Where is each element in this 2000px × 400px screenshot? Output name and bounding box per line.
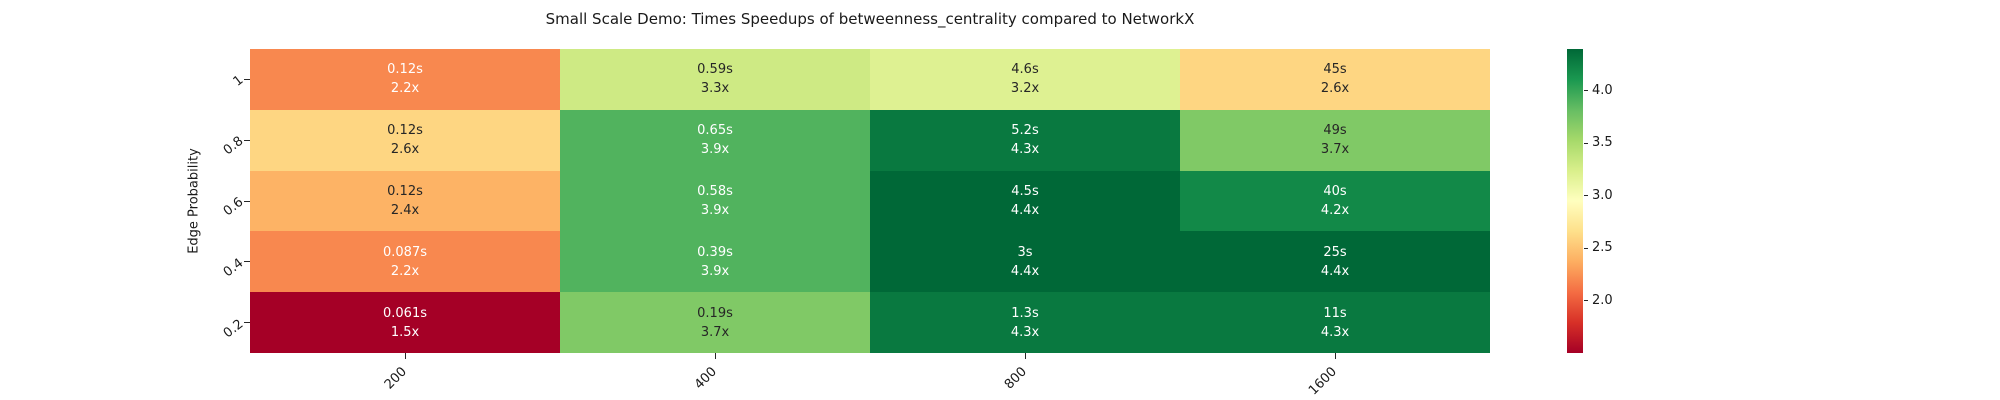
cell-time-label: 0.59s [697, 62, 733, 78]
tick-mark [244, 200, 250, 202]
heatmap-cell: 0.19s 3.7x [560, 292, 870, 353]
colorbar-gradient [1567, 49, 1583, 353]
tick-mark [404, 353, 406, 359]
colorbar-tick-label: 2.0 [1592, 292, 1613, 308]
tick-mark [244, 261, 250, 263]
heatmap-cell: 0.58s 3.9x [560, 170, 870, 232]
cell-time-label: 11s [1323, 305, 1347, 321]
colorbar-tick-label: 3.0 [1592, 187, 1613, 203]
x-tick-label: 200 [381, 364, 410, 393]
y-tick-label: 0.2 [220, 316, 247, 341]
x-tick-label: 400 [691, 364, 720, 393]
tick-mark [714, 353, 716, 359]
tick-mark [244, 322, 250, 324]
cell-time-label: 40s [1323, 183, 1347, 199]
heatmap-cell: 45s 2.6x [1180, 49, 1490, 110]
cell-speedup-label: 3.9x [700, 142, 730, 158]
cell-speedup-label: 3.7x [700, 324, 730, 340]
tick-mark [1584, 247, 1588, 249]
cell-speedup-label: 2.2x [390, 81, 420, 97]
cell-speedup-label: 3.3x [700, 81, 730, 97]
heatmap-cell: 0.12s 2.6x [250, 109, 560, 171]
cell-speedup-label: 2.6x [1320, 81, 1350, 97]
cell-time-label: 0.39s [697, 244, 733, 260]
cell-speedup-label: 3.7x [1320, 142, 1350, 158]
cell-time-label: 0.12s [387, 62, 423, 78]
heatmap-cell: 0.12s 2.2x [250, 49, 560, 110]
heatmap-cell: 25s 4.4x [1180, 231, 1490, 293]
cell-speedup-label: 4.4x [1010, 263, 1040, 279]
heatmap-cell: 0.59s 3.3x [560, 49, 870, 110]
cell-speedup-label: 2.2x [390, 263, 420, 279]
heatmap-cell: 0.65s 3.9x [560, 109, 870, 171]
tick-mark [1334, 353, 1336, 359]
heatmap-cell: 4.6s 3.2x [870, 49, 1180, 110]
cell-time-label: 0.19s [697, 305, 733, 321]
chart-title: Small Scale Demo: Times Speedups of betw… [545, 10, 1195, 28]
cell-time-label: 5.2s [1011, 123, 1039, 139]
heatmap-cell: 11s 4.3x [1180, 292, 1490, 353]
tick-mark [244, 139, 250, 141]
heatmap-cell: 0.061s 1.5x [250, 292, 560, 353]
cell-time-label: 0.12s [387, 123, 423, 139]
heatmap-cell: 40s 4.2x [1180, 170, 1490, 232]
tick-mark [1024, 353, 1026, 359]
tick-mark [1584, 300, 1588, 302]
tick-mark [1584, 90, 1588, 92]
y-tick-label: 0.4 [220, 255, 247, 281]
heatmap-cell: 0.087s 2.2x [250, 231, 560, 293]
heatmap-cell: 4.5s 4.4x [870, 170, 1180, 232]
cell-speedup-label: 4.3x [1320, 324, 1350, 340]
heatmap-cell: 0.12s 2.4x [250, 170, 560, 232]
cell-speedup-label: 3.9x [700, 202, 730, 218]
heatmap-cell: 5.2s 4.3x [870, 109, 1180, 171]
tick-mark [1584, 195, 1588, 197]
y-tick-label: 1 [230, 73, 247, 91]
heatmap-cell: 0.39s 3.9x [560, 231, 870, 293]
cell-speedup-label: 2.6x [390, 142, 420, 158]
heatmap-grid: 0.12s 2.2x 0.59s 3.3x 4.6s 3.2x 45s 2.6x 0.12s 2.… [250, 49, 1490, 353]
x-tick-label: 1600 [1305, 364, 1340, 399]
tick-mark [1584, 142, 1588, 144]
cell-speedup-label: 4.4x [1320, 263, 1350, 279]
cell-time-label: 25s [1323, 244, 1347, 260]
cell-speedup-label: 4.3x [1010, 324, 1040, 340]
colorbar-tick-label: 3.5 [1592, 135, 1613, 151]
heatmap-cell: 3s 4.4x [870, 231, 1180, 293]
cell-time-label: 4.6s [1011, 62, 1039, 78]
cell-time-label: 4.5s [1011, 183, 1039, 199]
cell-speedup-label: 2.4x [390, 202, 420, 218]
cell-time-label: 1.3s [1011, 305, 1039, 321]
cell-time-label: 45s [1323, 62, 1347, 78]
cell-speedup-label: 4.3x [1010, 142, 1040, 158]
x-tick-label: 800 [1001, 364, 1030, 393]
cell-speedup-label: 3.9x [700, 263, 730, 279]
cell-time-label: 49s [1323, 123, 1347, 139]
cell-time-label: 0.087s [383, 244, 427, 260]
cell-speedup-label: 3.2x [1010, 81, 1040, 97]
cell-speedup-label: 4.2x [1320, 202, 1350, 218]
cell-speedup-label: 4.4x [1010, 202, 1040, 218]
colorbar-tick-label: 4.0 [1592, 82, 1613, 98]
heatmap-cell: 1.3s 4.3x [870, 292, 1180, 353]
tick-mark [244, 78, 250, 80]
cell-speedup-label: 1.5x [390, 324, 420, 340]
cell-time-label: 0.061s [383, 305, 427, 321]
colorbar-tick-label: 2.5 [1592, 240, 1613, 256]
heatmap-cell: 49s 3.7x [1180, 109, 1490, 171]
cell-time-label: 0.65s [697, 123, 733, 139]
cell-time-label: 0.58s [697, 183, 733, 199]
cell-time-label: 0.12s [387, 183, 423, 199]
cell-time-label: 3s [1017, 244, 1033, 260]
